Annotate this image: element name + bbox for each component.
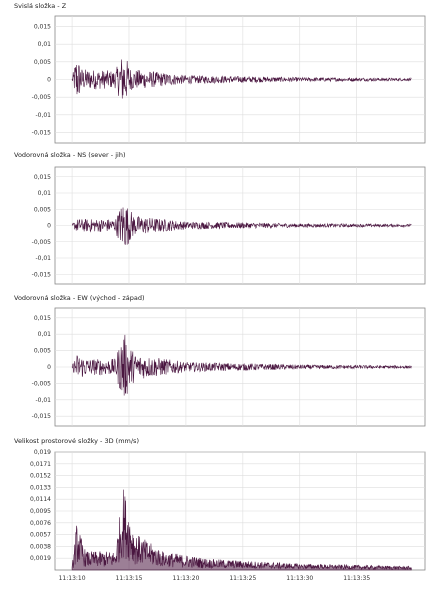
panel-title-z: Svislá složka - Z	[14, 2, 67, 10]
y-tick-label: 0	[47, 364, 51, 371]
panel-title-ew: Vodorovná složka - EW (východ - západ)	[14, 294, 145, 302]
x-tick-label: 11:13:25	[229, 575, 256, 582]
y-tick-label: -0,01	[35, 112, 51, 119]
y-tick-label: 0,015	[34, 174, 51, 181]
y-tick-label: 0,01	[38, 41, 52, 48]
x-tick-label: 11:13:35	[343, 575, 370, 582]
y-tick-label: 0,0019	[30, 555, 51, 562]
y-tick-label: 0	[47, 223, 51, 230]
x-tick-label: 11:13:30	[286, 575, 313, 582]
y-tick-label: -0,015	[32, 129, 52, 136]
y-tick-label: -0,005	[32, 94, 52, 101]
y-tick-label: 0	[47, 77, 51, 84]
y-tick-label: -0,015	[32, 271, 52, 278]
y-tick-label: 0,005	[34, 59, 51, 66]
y-tick-label: 0,0038	[30, 543, 51, 550]
x-tick-label: 11:13:10	[59, 575, 86, 582]
y-tick-label: -0,01	[35, 255, 51, 262]
series-line	[71, 207, 412, 246]
y-tick-label: 0,005	[34, 206, 51, 213]
y-tick-label: 0,01	[38, 190, 52, 197]
y-tick-label: -0,005	[32, 239, 52, 246]
x-tick-label: 11:13:20	[172, 575, 199, 582]
y-tick-label: 0,0076	[30, 520, 51, 527]
series-line	[71, 334, 412, 396]
x-tick-label: 11:13:15	[116, 575, 143, 582]
series-area	[71, 489, 412, 571]
panel-title-3d: Velikost prostorové složky - 3D (mm/s)	[14, 437, 139, 445]
y-tick-label: -0,01	[35, 397, 51, 404]
y-tick-label: 0,0057	[30, 532, 51, 539]
series-line	[71, 59, 412, 99]
y-tick-label: 0,015	[34, 24, 51, 31]
y-tick-label: 0,015	[34, 315, 51, 322]
y-tick-label: 0,01	[38, 331, 52, 338]
y-tick-label: 0,0114	[30, 496, 51, 503]
y-tick-label: -0,015	[32, 413, 52, 420]
y-tick-label: -0,005	[32, 380, 52, 387]
y-tick-label: 0,0095	[30, 508, 51, 515]
y-tick-label: 0,019	[34, 449, 51, 456]
y-tick-label: 0,0171	[30, 461, 51, 468]
panel-title-ns: Vodorovná složka - NS (sever - jih)	[14, 151, 126, 159]
y-tick-label: 0,0152	[30, 473, 51, 480]
y-tick-label: 0,0133	[30, 484, 51, 491]
y-tick-label: 0,005	[34, 348, 51, 355]
